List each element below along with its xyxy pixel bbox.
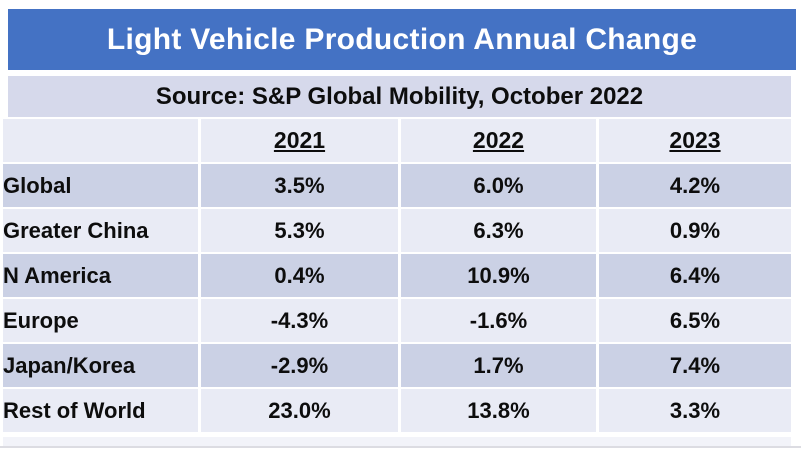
source-label: Source: S&P Global Mobility, October 202…: [155, 82, 644, 110]
value-cell: 7.4%: [599, 344, 791, 387]
source-bar: Source: S&P Global Mobility, October 202…: [8, 76, 791, 117]
value-cell: 5.3%: [201, 209, 398, 252]
value-cell: 6.5%: [599, 299, 791, 342]
table-row-n-america: N America 0.4% 10.9% 6.4%: [3, 254, 791, 297]
value-cell: 0.4%: [201, 254, 398, 297]
value-cell: 10.9%: [401, 254, 596, 297]
value-cell: 6.3%: [401, 209, 596, 252]
table-row-europe: Europe -4.3% -1.6% 6.5%: [3, 299, 791, 342]
column-header-2021: 2021: [201, 119, 398, 162]
value-cell: 6.4%: [599, 254, 791, 297]
production-table: 2021 2022 2023 Global 3.5% 6.0% 4.2% Gre…: [0, 117, 794, 434]
header-empty-cell: [3, 119, 198, 162]
slide-bottom-strip: [3, 437, 791, 446]
value-cell: -2.9%: [201, 344, 398, 387]
row-label: N America: [3, 254, 198, 297]
table-row-greater-china: Greater China 5.3% 6.3% 0.9%: [3, 209, 791, 252]
column-header-2023: 2023: [599, 119, 791, 162]
value-cell: 3.5%: [201, 164, 398, 207]
value-cell: 13.8%: [401, 389, 596, 432]
row-label: Japan/Korea: [3, 344, 198, 387]
column-header-2022: 2022: [401, 119, 596, 162]
table-row-global: Global 3.5% 6.0% 4.2%: [3, 164, 791, 207]
value-cell: 4.2%: [599, 164, 791, 207]
table-row-rest-of-world: Rest of World 23.0% 13.8% 3.3%: [3, 389, 791, 432]
table-header-row: 2021 2022 2023: [3, 119, 791, 162]
value-cell: 0.9%: [599, 209, 791, 252]
page-title: Light Vehicle Production Annual Change: [106, 22, 698, 56]
value-cell: 23.0%: [201, 389, 398, 432]
title-bar: Light Vehicle Production Annual Change: [8, 9, 796, 70]
slide-bottom-edge: [0, 446, 801, 448]
row-label: Global: [3, 164, 198, 207]
row-label: Greater China: [3, 209, 198, 252]
value-cell: 6.0%: [401, 164, 596, 207]
row-label: Europe: [3, 299, 198, 342]
value-cell: -4.3%: [201, 299, 398, 342]
value-cell: 3.3%: [599, 389, 791, 432]
row-label: Rest of World: [3, 389, 198, 432]
value-cell: -1.6%: [401, 299, 596, 342]
value-cell: 1.7%: [401, 344, 596, 387]
table-row-japan-korea: Japan/Korea -2.9% 1.7% 7.4%: [3, 344, 791, 387]
